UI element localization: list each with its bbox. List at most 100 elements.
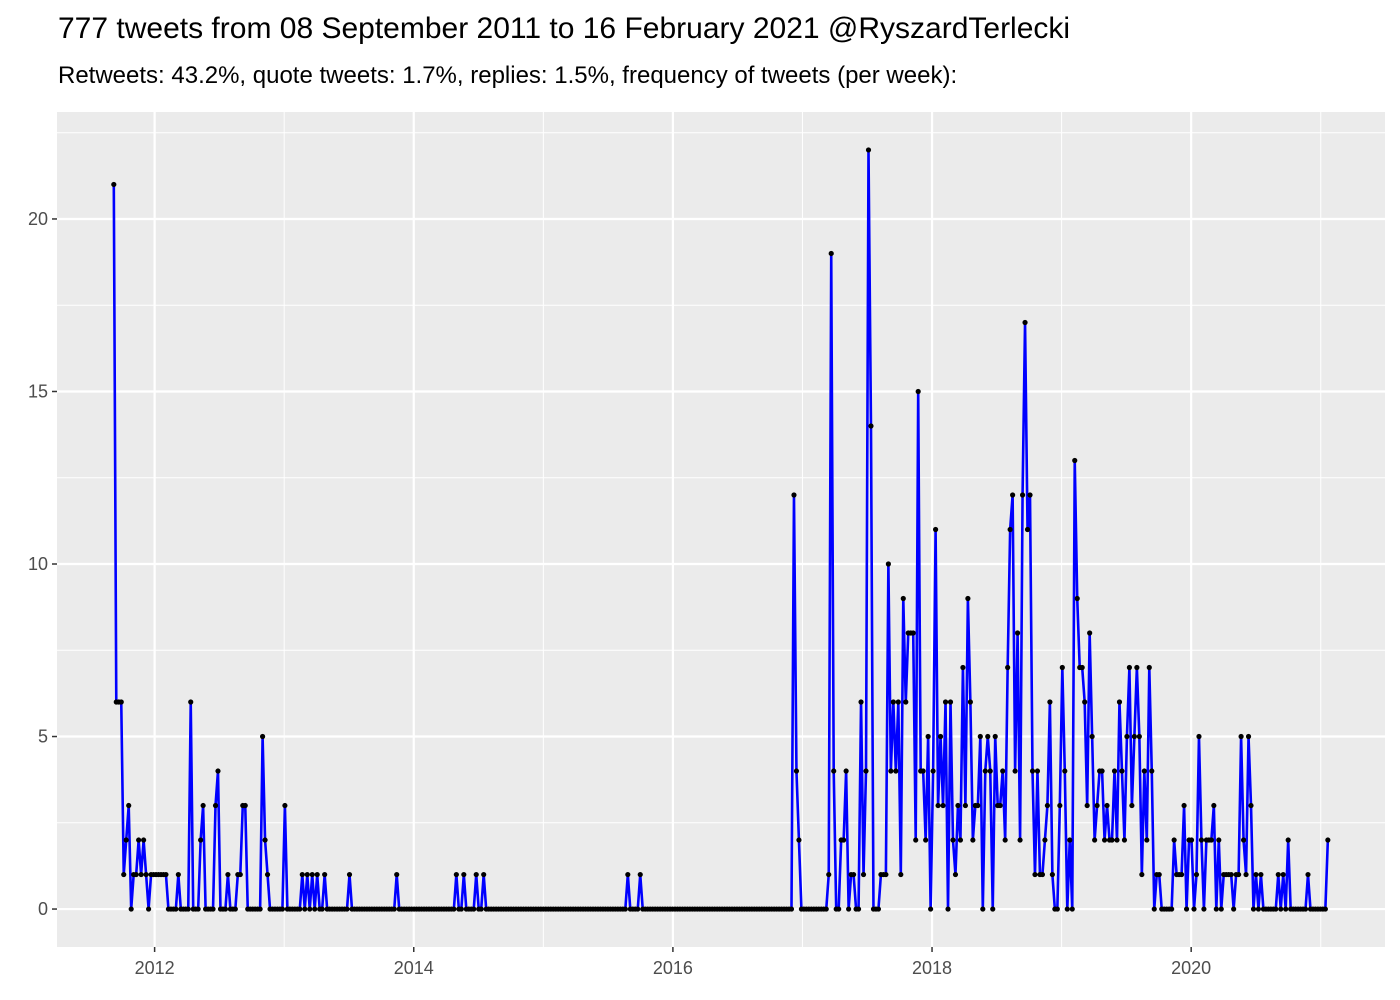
data-point [935, 802, 941, 809]
data-point [937, 733, 944, 740]
data-point [1218, 906, 1224, 912]
data-point [1089, 733, 1095, 740]
data-point [1007, 526, 1013, 533]
data-point [965, 595, 971, 602]
data-point [967, 699, 973, 705]
data-point [1084, 802, 1090, 809]
data-point [1183, 906, 1190, 912]
data-point [1034, 768, 1041, 774]
data-point [297, 906, 303, 912]
data-point [312, 906, 318, 912]
data-point [138, 871, 144, 878]
data-point [133, 871, 139, 878]
data-point [885, 561, 891, 567]
data-point [1144, 837, 1150, 843]
data-point [1022, 319, 1028, 326]
data-point [950, 837, 956, 843]
data-point [635, 906, 641, 912]
data-point [195, 906, 201, 912]
data-point [143, 871, 149, 878]
data-point [1248, 802, 1254, 809]
data-point [282, 802, 288, 809]
data-point [1169, 906, 1175, 912]
data-point [920, 768, 926, 774]
x-tick-label: 2012 [135, 958, 175, 978]
data-point [1019, 492, 1026, 498]
data-point [796, 837, 802, 843]
plot-panel [57, 112, 1385, 947]
data-point [890, 699, 896, 705]
data-point [1131, 733, 1137, 740]
data-point [858, 699, 864, 705]
data-point [314, 871, 320, 878]
data-point [1014, 630, 1021, 636]
data-point [1136, 733, 1142, 740]
data-point [1069, 906, 1075, 912]
data-point [1325, 837, 1331, 843]
data-point [1042, 837, 1048, 843]
data-point [1099, 768, 1105, 774]
data-point [1049, 871, 1055, 878]
y-tick-label: 5 [38, 727, 48, 747]
data-point [1231, 906, 1237, 912]
data-point [1109, 837, 1115, 843]
data-point [1181, 802, 1187, 809]
data-point [940, 802, 946, 809]
data-point [990, 906, 996, 912]
data-point [1151, 906, 1157, 912]
data-point [1027, 492, 1033, 498]
data-point [898, 871, 904, 878]
data-point [836, 906, 842, 912]
chart-title: 777 tweets from 08 September 2011 to 16 … [58, 12, 1071, 45]
data-point [1213, 906, 1219, 912]
data-point [850, 871, 857, 878]
data-point [895, 699, 901, 705]
data-point [1074, 595, 1080, 602]
data-point [304, 871, 310, 878]
data-point [1039, 871, 1046, 878]
x-axis-ticks: 2012 2014 2016 2018 2020 [135, 947, 1211, 978]
data-point [1273, 906, 1279, 912]
x-tick-label: 2016 [653, 958, 693, 978]
data-point [461, 871, 467, 878]
data-point [200, 802, 206, 809]
data-point [1017, 837, 1023, 843]
data-point [478, 906, 484, 912]
data-point [262, 837, 268, 843]
data-point [1188, 837, 1195, 843]
data-point [793, 768, 800, 774]
x-tick-label: 2020 [1171, 958, 1211, 978]
data-point [279, 906, 286, 912]
data-point [1047, 699, 1053, 705]
data-point [1012, 768, 1018, 774]
data-point [1079, 664, 1085, 671]
data-point [1082, 699, 1088, 705]
data-point [947, 699, 954, 705]
data-point [118, 699, 124, 705]
data-point [1258, 871, 1264, 878]
series-points-group [111, 147, 1331, 912]
data-point [1059, 664, 1065, 671]
data-point [1057, 802, 1063, 809]
data-point [394, 871, 400, 878]
data-point [173, 906, 179, 912]
data-point [1072, 457, 1078, 464]
data-point [222, 906, 229, 912]
data-point [831, 768, 837, 774]
data-point [1121, 837, 1128, 843]
data-point [1094, 802, 1100, 809]
data-point [875, 906, 882, 912]
data-point [977, 733, 983, 740]
data-point [458, 906, 464, 912]
data-point [860, 871, 867, 878]
data-point [1126, 664, 1133, 671]
data-point [823, 906, 829, 912]
data-point [1149, 768, 1155, 774]
data-point [1211, 802, 1217, 809]
data-point [923, 837, 929, 843]
data-point [242, 802, 248, 809]
data-point [985, 733, 991, 740]
data-point [259, 733, 266, 740]
y-axis-ticks: 0 5 10 15 20 [28, 209, 57, 919]
data-point [1156, 871, 1162, 878]
